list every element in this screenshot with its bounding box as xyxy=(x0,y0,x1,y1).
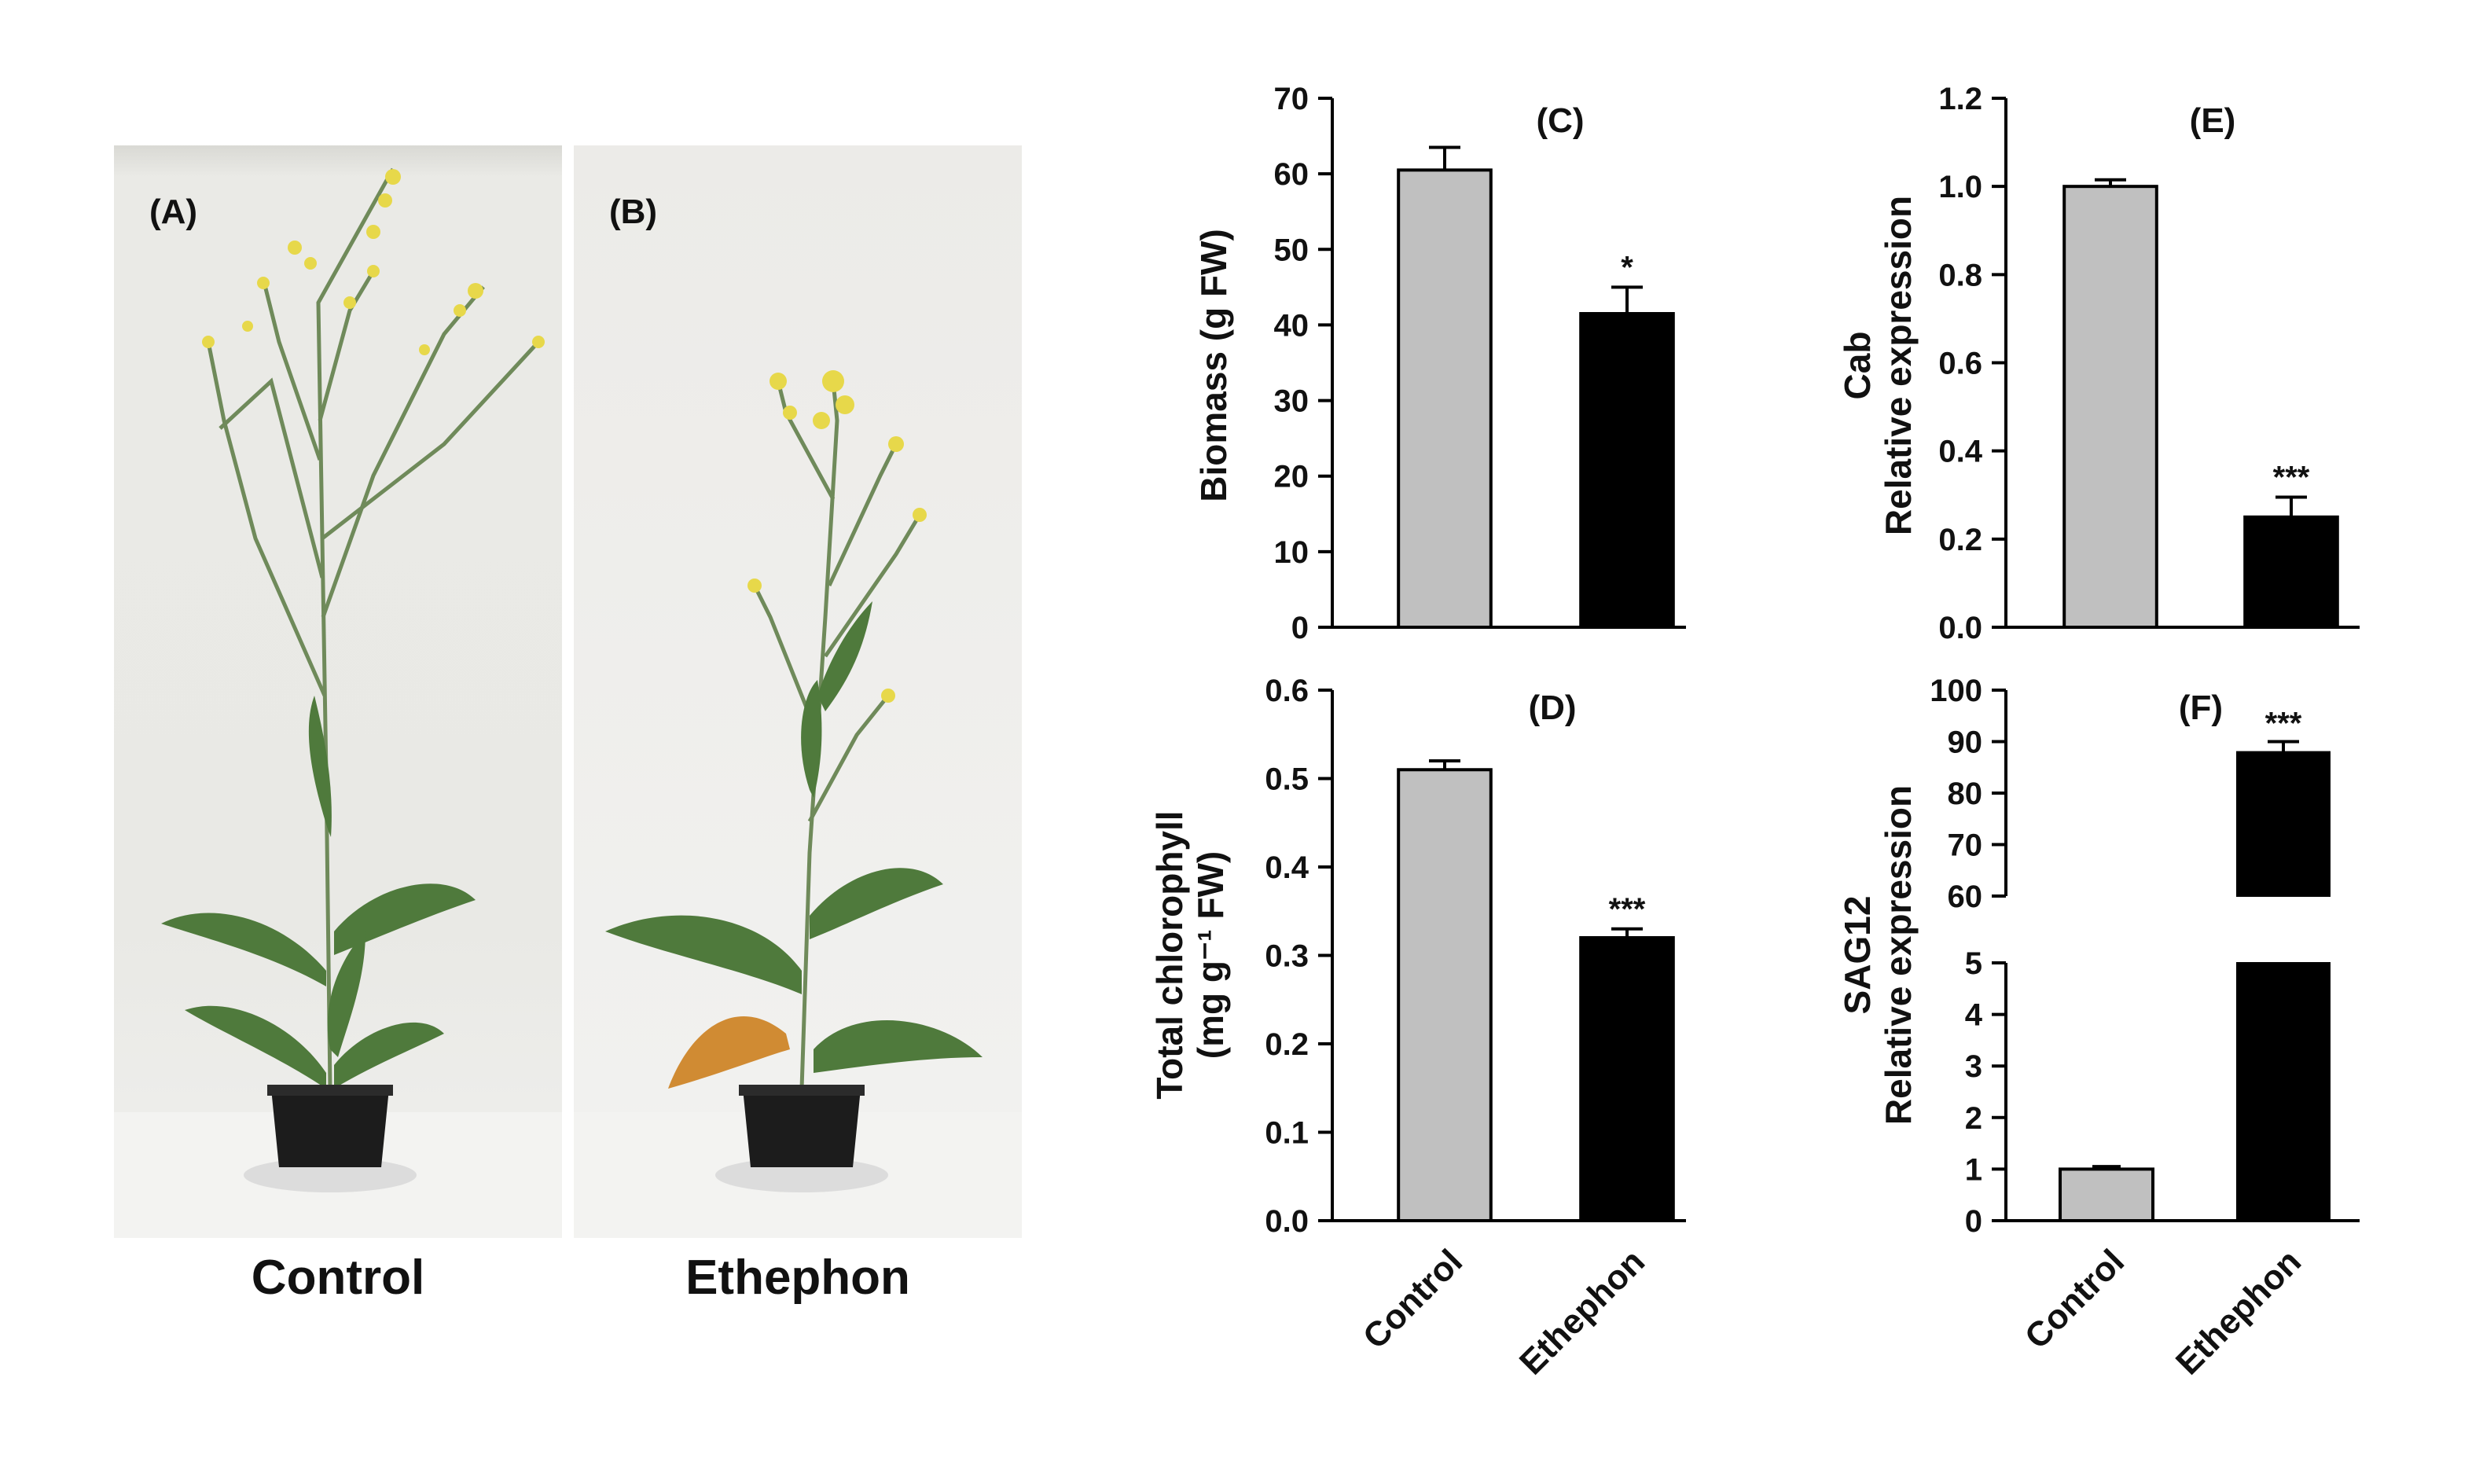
y-tick-label: 100 xyxy=(1930,674,1982,708)
y-tick-label: 60 xyxy=(1274,157,1309,192)
significance-mark: *** xyxy=(1609,892,1646,927)
panel-label: (C) xyxy=(1536,101,1584,140)
y-tick-label: 0.5 xyxy=(1265,762,1309,797)
y-tick-label: 10 xyxy=(1274,535,1309,570)
control-plant-illustration xyxy=(114,167,562,1238)
y-tick-label: 4 xyxy=(1965,998,1983,1033)
bar-control xyxy=(2062,185,2158,629)
x-tick-label: Control xyxy=(2018,1242,2132,1356)
bar-control xyxy=(1397,168,1493,630)
panel-label-a: (A) xyxy=(149,193,198,231)
y-tick-label: 5 xyxy=(1965,946,1982,981)
panel-label: (E) xyxy=(2190,101,2236,140)
y-tick-label: 80 xyxy=(1948,777,1983,811)
caption-control: Control xyxy=(251,1251,425,1305)
significance-mark: *** xyxy=(2265,707,2302,741)
y-tick-label: 0.8 xyxy=(1938,258,1982,292)
y-tick-label: 0.2 xyxy=(1265,1027,1309,1062)
bar-ethephon-lower xyxy=(2236,962,2331,1221)
chart-f: 0 1 2 3 4 5 60 70 80 90 100 *** (F) SAG12 Relative exp… xyxy=(1837,674,2360,1383)
y-axis-title: SAG12 xyxy=(1837,896,1878,1015)
y-tick-label: 0 xyxy=(1291,611,1309,645)
bar-control xyxy=(2059,1167,2154,1223)
y-axis-title: Total chlorophyll xyxy=(1149,810,1190,1099)
y-tick-label: 1 xyxy=(1965,1152,1982,1187)
bar-control xyxy=(1397,768,1493,1222)
y-tick-label: 70 xyxy=(1948,828,1983,863)
y-tick-label: 0.4 xyxy=(1265,850,1309,885)
y-tick-label: 3 xyxy=(1965,1049,1982,1084)
x-tick-label: Ethephon xyxy=(1512,1242,1652,1382)
caption-ethephon: Ethephon xyxy=(685,1251,910,1305)
y-axis-title: Relative expression xyxy=(1878,785,1919,1125)
chart-e: 0.0 0.2 0.4 0.6 0.8 1.0 1.2 *** (E) Cab Relative e… xyxy=(1837,82,2360,645)
y-tick-label: 0.1 xyxy=(1265,1116,1309,1151)
panel-label-b: (B) xyxy=(609,193,658,231)
significance-mark: * xyxy=(1621,250,1633,285)
x-tick-label: Ethephon xyxy=(2169,1242,2309,1382)
chart-c: 0 10 20 30 40 50 60 70 * (C) Biomass (g FW) xyxy=(1193,82,1686,645)
ethephon-plant-illustration xyxy=(574,370,1022,1238)
y-tick-label: 0.6 xyxy=(1265,674,1309,708)
bar-ethephon xyxy=(1579,312,1675,629)
y-tick-label: 40 xyxy=(1274,308,1309,343)
y-tick-label: 90 xyxy=(1948,725,1983,760)
y-axis-title: Biomass (g FW) xyxy=(1193,229,1234,502)
y-axis-title: (mg g⁻¹ FW) xyxy=(1190,851,1231,1059)
bar-ethephon xyxy=(2243,515,2339,630)
panel-label: (D) xyxy=(1528,689,1576,727)
bar-ethephon xyxy=(1579,936,1675,1222)
y-tick-label: 0 xyxy=(1965,1204,1982,1239)
control-plant-photo: (A) xyxy=(114,145,562,1238)
y-tick-label: 0.4 xyxy=(1938,435,1982,469)
y-tick-label: 0.0 xyxy=(1265,1204,1309,1239)
y-tick-label: 70 xyxy=(1274,82,1309,116)
y-tick-label: 50 xyxy=(1274,233,1309,267)
y-axis-title: Relative expression xyxy=(1878,196,1919,535)
chart-d: 0.0 0.1 0.2 0.3 0.4 0.5 0.6 *** (D) Total chlorop… xyxy=(1149,674,1686,1383)
y-tick-label: 0.3 xyxy=(1265,939,1309,974)
y-axis-title: Cab xyxy=(1837,332,1878,400)
bar-ethephon-upper xyxy=(2236,751,2331,897)
ethephon-plant-photo: (B) xyxy=(574,145,1022,1238)
y-tick-label: 30 xyxy=(1274,384,1309,419)
y-tick-label: 2 xyxy=(1965,1101,1982,1136)
significance-mark: *** xyxy=(2273,461,2310,495)
panel-label: (F) xyxy=(2179,689,2223,727)
y-tick-label: 1.2 xyxy=(1938,82,1982,116)
y-tick-label: 0.6 xyxy=(1938,347,1982,381)
y-tick-label: 0.2 xyxy=(1938,523,1982,557)
y-tick-label: 1.0 xyxy=(1938,170,1982,204)
y-tick-label: 0.0 xyxy=(1938,611,1982,645)
y-tick-label: 60 xyxy=(1948,880,1983,914)
x-tick-label: Control xyxy=(1356,1242,1470,1356)
y-tick-label: 20 xyxy=(1274,460,1309,494)
